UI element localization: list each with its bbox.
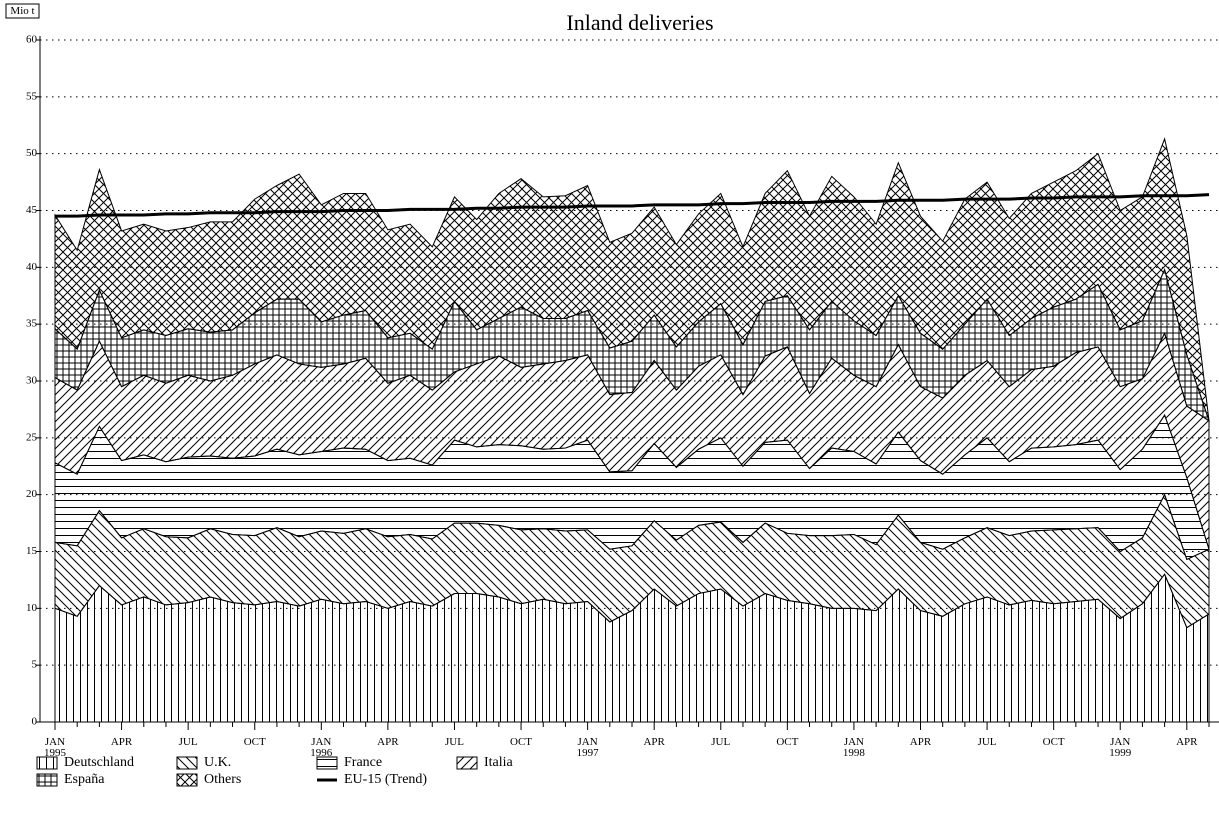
legend-item: U.K.	[176, 755, 231, 771]
y-tick-label: 0	[32, 716, 38, 728]
legend-swatch	[176, 756, 198, 770]
y-tick-label: 45	[26, 204, 38, 216]
legend-label: Others	[204, 772, 242, 787]
x-tick-label: JAN 1996	[310, 736, 333, 759]
y-tick-label: 25	[26, 431, 38, 443]
legend-swatch	[36, 756, 58, 770]
x-tick-label: APR	[1176, 736, 1198, 748]
y-tick-label: 35	[26, 318, 38, 330]
x-tick-label: JAN 1997	[576, 736, 599, 759]
legend-item: France	[316, 755, 382, 771]
legend-swatch	[36, 773, 58, 787]
y-tick-label: 50	[26, 147, 38, 159]
legend-swatch	[316, 756, 338, 770]
chart-title: Inland deliveries	[566, 10, 713, 35]
x-tick-label: APR	[909, 736, 932, 748]
legend-patch	[316, 756, 338, 770]
legend-patch	[36, 756, 58, 770]
y-tick-label: 20	[26, 488, 38, 500]
y-tick-label: 5	[32, 659, 38, 671]
x-tick-label: APR	[377, 736, 399, 748]
y-tick-label: 15	[26, 545, 38, 557]
x-tick-label: JAN 1998	[842, 736, 865, 759]
legend-patch	[176, 756, 198, 770]
x-tick-label: JAN 1999	[1109, 736, 1132, 759]
x-tick-label: JUL	[444, 736, 464, 748]
x-tick-label: OCT	[1042, 736, 1065, 748]
legend-label: Italia	[484, 755, 513, 770]
legend-label: EU-15 (Trend)	[344, 772, 428, 787]
x-tick-label: OCT	[776, 736, 799, 748]
y-tick-label: 60	[26, 34, 38, 46]
y-tick-label: 30	[26, 375, 38, 387]
legend-item: Others	[176, 772, 241, 788]
trend-line	[55, 193, 1210, 218]
legend-swatch	[176, 773, 198, 787]
y-tick-label: 55	[26, 90, 38, 102]
unit-box	[5, 3, 40, 19]
x-tick-label: JUL	[977, 736, 997, 748]
legend-patch	[176, 773, 198, 787]
legend-label: France	[344, 755, 383, 770]
legend-label: España	[64, 772, 105, 787]
x-tick-label: APR	[643, 736, 665, 748]
legend-item: España	[36, 772, 104, 788]
legend-swatch	[317, 778, 337, 782]
legend-item: EU-15 (Trend)	[316, 772, 427, 788]
x-tick-label: JAN 1995	[44, 736, 66, 759]
legend-label: Deutschland	[64, 755, 134, 770]
y-tick-label: 10	[26, 602, 38, 614]
x-tick-label: JUL	[178, 736, 198, 748]
legend-item: Deutschland	[36, 755, 134, 771]
x-tick-label: OCT	[510, 736, 533, 748]
y-tick-label: 40	[26, 261, 38, 273]
legend-swatch	[456, 756, 478, 770]
legend-item: Italia	[456, 755, 513, 771]
y-axis-label: Mio t	[10, 5, 34, 17]
legend-patch	[36, 773, 58, 787]
legend-patch	[456, 756, 478, 770]
x-tick-label: JUL	[711, 736, 731, 748]
x-tick-label: APR	[110, 736, 133, 748]
legend-label: U.K.	[204, 755, 232, 770]
x-tick-label: OCT	[243, 736, 266, 748]
